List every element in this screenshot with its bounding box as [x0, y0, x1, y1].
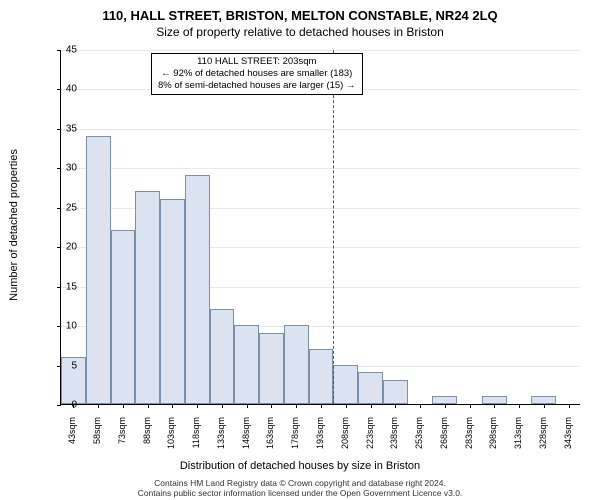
x-tick-label: 268sqm: [439, 417, 449, 467]
x-tick-label: 208sqm: [340, 417, 350, 467]
x-tick-mark: [569, 404, 570, 408]
x-axis-label: Distribution of detached houses by size …: [0, 460, 600, 472]
x-tick-label: 238sqm: [389, 417, 399, 467]
annotation-line-1: 110 HALL STREET: 203sqm: [158, 56, 356, 68]
histogram-bar: [210, 309, 235, 404]
y-tick-label: 45: [37, 45, 77, 56]
histogram-bar: [259, 333, 284, 404]
property-marker-line: [333, 50, 334, 404]
credits-line-1: Contains HM Land Registry data © Crown c…: [0, 478, 600, 488]
y-tick-label: 10: [37, 321, 77, 332]
x-tick-mark: [470, 404, 471, 408]
annotation-box: 110 HALL STREET: 203sqm← 92% of detached…: [151, 53, 363, 95]
x-tick-mark: [271, 404, 272, 408]
histogram-bar: [234, 325, 259, 404]
x-tick-label: 298sqm: [488, 417, 498, 467]
gridline: [61, 129, 580, 130]
y-tick-label: 25: [37, 202, 77, 213]
y-tick-label: 20: [37, 242, 77, 253]
histogram-bar: [432, 396, 457, 404]
y-tick-label: 30: [37, 163, 77, 174]
histogram-bar: [482, 396, 507, 404]
x-tick-mark: [172, 404, 173, 408]
chart-credits: Contains HM Land Registry data © Crown c…: [0, 478, 600, 498]
x-tick-mark: [395, 404, 396, 408]
y-tick-label: 0: [37, 400, 77, 411]
chart-subtitle: Size of property relative to detached ho…: [0, 23, 600, 39]
x-tick-label: 43sqm: [67, 417, 77, 467]
y-tick-label: 40: [37, 84, 77, 95]
x-tick-label: 133sqm: [216, 417, 226, 467]
x-tick-label: 118sqm: [191, 417, 201, 467]
x-tick-mark: [321, 404, 322, 408]
x-tick-label: 343sqm: [563, 417, 573, 467]
x-tick-mark: [519, 404, 520, 408]
chart-title: 110, HALL STREET, BRISTON, MELTON CONSTA…: [0, 0, 600, 23]
x-tick-label: 103sqm: [166, 417, 176, 467]
x-tick-mark: [98, 404, 99, 408]
annotation-line-2: ← 92% of detached houses are smaller (18…: [158, 68, 356, 80]
x-tick-mark: [148, 404, 149, 408]
histogram-bar: [111, 230, 136, 404]
y-tick-label: 15: [37, 281, 77, 292]
credits-line-2: Contains public sector information licen…: [0, 488, 600, 498]
x-tick-label: 148sqm: [241, 417, 251, 467]
gridline: [61, 50, 580, 51]
x-tick-label: 73sqm: [117, 417, 127, 467]
histogram-bar: [383, 380, 408, 404]
x-tick-mark: [445, 404, 446, 408]
chart-plot-area: 110 HALL STREET: 203sqm← 92% of detached…: [60, 50, 580, 405]
x-tick-mark: [296, 404, 297, 408]
histogram-bar: [358, 372, 383, 404]
x-tick-mark: [544, 404, 545, 408]
annotation-line-3: 8% of semi-detached houses are larger (1…: [158, 80, 356, 92]
histogram-bar: [160, 199, 185, 404]
x-tick-label: 178sqm: [290, 417, 300, 467]
histogram-bar: [309, 349, 334, 404]
histogram-bar: [333, 365, 358, 404]
x-tick-mark: [494, 404, 495, 408]
y-tick-label: 5: [37, 360, 77, 371]
x-tick-label: 328sqm: [538, 417, 548, 467]
histogram-bar: [284, 325, 309, 404]
x-tick-mark: [197, 404, 198, 408]
x-tick-label: 253sqm: [414, 417, 424, 467]
x-tick-label: 283sqm: [464, 417, 474, 467]
x-tick-label: 88sqm: [142, 417, 152, 467]
x-tick-mark: [123, 404, 124, 408]
y-tick-label: 35: [37, 123, 77, 134]
histogram-bar: [185, 175, 210, 404]
histogram-bar: [86, 136, 111, 404]
x-tick-mark: [247, 404, 248, 408]
x-tick-label: 313sqm: [513, 417, 523, 467]
x-tick-label: 193sqm: [315, 417, 325, 467]
x-tick-label: 163sqm: [265, 417, 275, 467]
x-tick-mark: [371, 404, 372, 408]
x-tick-label: 58sqm: [92, 417, 102, 467]
histogram-bar: [531, 396, 556, 404]
x-tick-mark: [420, 404, 421, 408]
x-tick-label: 223sqm: [365, 417, 375, 467]
x-tick-mark: [346, 404, 347, 408]
histogram-bar: [135, 191, 160, 404]
x-tick-mark: [222, 404, 223, 408]
gridline: [61, 168, 580, 169]
